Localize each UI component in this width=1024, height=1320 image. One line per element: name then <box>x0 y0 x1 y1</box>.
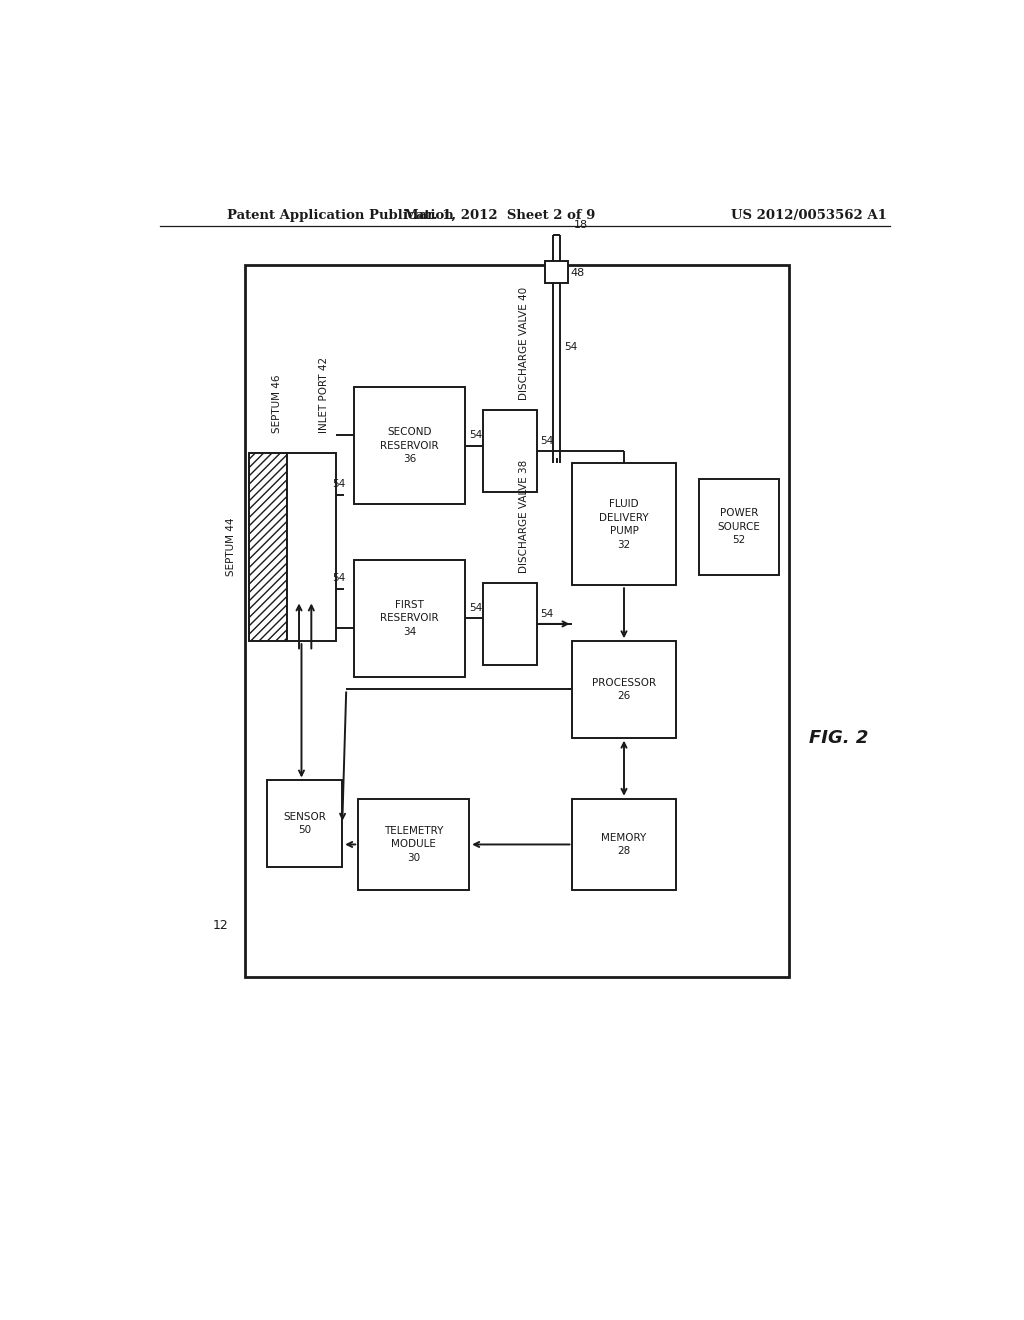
Bar <box>249 453 287 642</box>
Text: FIG. 2: FIG. 2 <box>809 729 868 747</box>
Text: FLUID
DELIVERY
PUMP
32: FLUID DELIVERY PUMP 32 <box>599 499 649 549</box>
Text: PROCESSOR
26: PROCESSOR 26 <box>592 677 656 701</box>
Text: 12: 12 <box>212 919 228 932</box>
Text: SEPTUM 44: SEPTUM 44 <box>226 517 237 577</box>
Text: TELEMETRY
MODULE
30: TELEMETRY MODULE 30 <box>384 826 443 863</box>
Bar <box>572 463 676 585</box>
Bar <box>287 453 336 642</box>
Text: 54: 54 <box>469 430 482 441</box>
Bar <box>246 265 790 977</box>
Text: 54: 54 <box>332 573 345 583</box>
Text: 54: 54 <box>564 342 578 351</box>
Text: 54: 54 <box>469 603 482 614</box>
Bar <box>267 780 342 867</box>
Text: DISCHARGE VALVE 38: DISCHARGE VALVE 38 <box>519 459 529 573</box>
Text: 18: 18 <box>574 219 588 230</box>
Text: Patent Application Publication: Patent Application Publication <box>227 209 454 222</box>
Bar <box>354 387 465 504</box>
Bar <box>482 583 537 664</box>
Bar <box>546 261 567 284</box>
Text: INLET PORT 42: INLET PORT 42 <box>319 356 330 433</box>
Text: 54: 54 <box>332 479 345 490</box>
Text: US 2012/0053562 A1: US 2012/0053562 A1 <box>731 209 887 222</box>
Text: 48: 48 <box>570 268 585 279</box>
Bar <box>572 799 676 890</box>
Text: FIRST
RESERVOIR
34: FIRST RESERVOIR 34 <box>380 599 439 638</box>
Bar <box>358 799 469 890</box>
Text: POWER
SOURCE
52: POWER SOURCE 52 <box>718 508 761 545</box>
Text: SECOND
RESERVOIR
36: SECOND RESERVOIR 36 <box>380 426 439 465</box>
Text: 54: 54 <box>541 609 554 619</box>
Text: SENSOR
50: SENSOR 50 <box>284 812 326 836</box>
Bar <box>699 479 778 576</box>
Text: Mar. 1, 2012  Sheet 2 of 9: Mar. 1, 2012 Sheet 2 of 9 <box>403 209 595 222</box>
Text: DISCHARGE VALVE 40: DISCHARGE VALVE 40 <box>519 288 529 400</box>
Text: SEPTUM 46: SEPTUM 46 <box>271 375 282 433</box>
Bar <box>354 560 465 677</box>
Bar <box>482 411 537 492</box>
Text: 54: 54 <box>541 436 554 446</box>
Bar <box>572 642 676 738</box>
Text: MEMORY
28: MEMORY 28 <box>601 833 646 857</box>
